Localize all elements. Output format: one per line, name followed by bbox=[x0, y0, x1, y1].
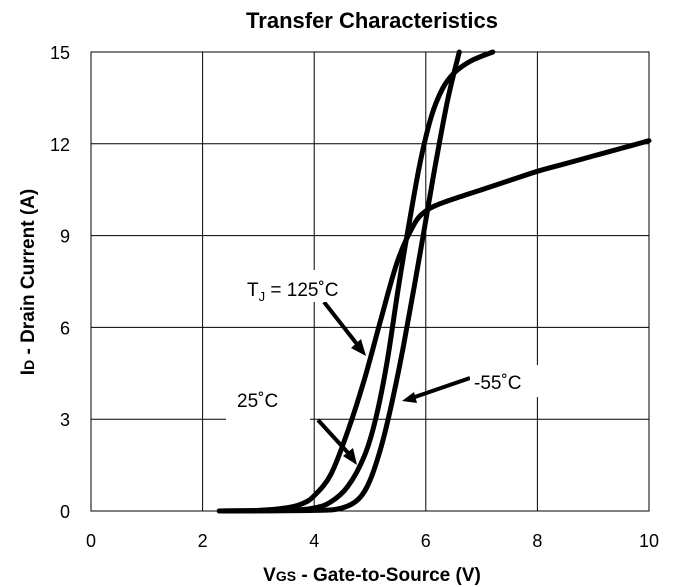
label-m55c: -55˚C bbox=[474, 373, 522, 394]
arrow-m55c-head bbox=[402, 392, 417, 403]
series-m55c bbox=[216, 49, 462, 514]
label-25c: 25˚C bbox=[237, 391, 278, 412]
series-125c bbox=[216, 138, 652, 514]
arrow-m55c bbox=[411, 376, 471, 400]
arrow-25c-head bbox=[343, 448, 357, 465]
x-tick-label: 2 bbox=[198, 531, 208, 551]
chart-title: Transfer Characteristics bbox=[246, 8, 498, 33]
y-tick-label: 15 bbox=[50, 43, 70, 63]
tick-labels: 0 2 4 6 8 10 0 3 6 9 12 15 bbox=[50, 43, 659, 551]
label-bg-m55c bbox=[470, 365, 538, 397]
arrow-25c bbox=[316, 418, 352, 457]
x-axis-label: VGS - Gate-to-Source (V) bbox=[263, 565, 481, 586]
arrow-125c bbox=[322, 300, 362, 350]
x-tick-label: 8 bbox=[532, 531, 542, 551]
y-tick-label: 6 bbox=[60, 318, 70, 338]
series-25c bbox=[216, 49, 496, 514]
x-tick-label: 0 bbox=[86, 531, 96, 551]
label-125c: TJ = 125˚C bbox=[247, 280, 339, 304]
label-bg-125c bbox=[240, 270, 365, 302]
y-tick-label: 12 bbox=[50, 135, 70, 155]
x-tick-label: 6 bbox=[421, 531, 431, 551]
y-tick-label: 3 bbox=[60, 410, 70, 430]
x-tick-label: 4 bbox=[309, 531, 319, 551]
arrow-125c-head bbox=[351, 339, 366, 356]
y-axis-label: ID - Drain Current (A) bbox=[18, 189, 39, 375]
label-bg-25c bbox=[226, 384, 310, 420]
plot-frame bbox=[90, 51, 650, 512]
curves bbox=[216, 49, 652, 514]
y-tick-label: 9 bbox=[60, 227, 70, 247]
x-tick-label: 10 bbox=[639, 531, 659, 551]
y-tick-label: 0 bbox=[60, 502, 70, 522]
